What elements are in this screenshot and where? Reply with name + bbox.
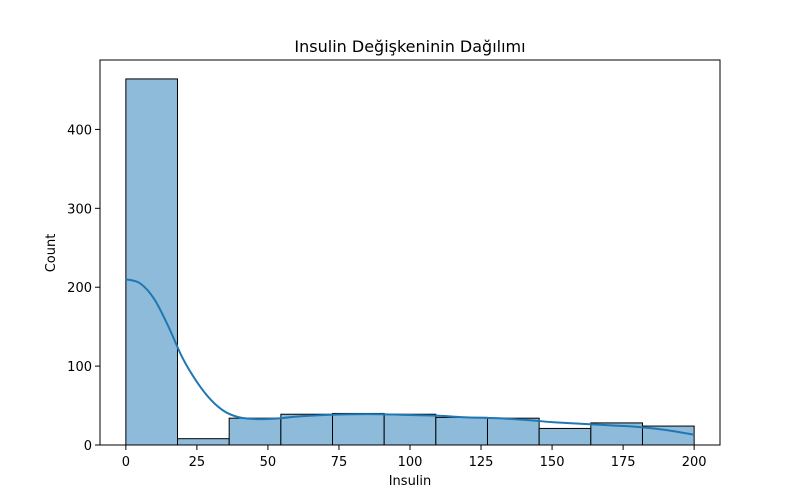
x-tick-label: 25	[189, 455, 206, 470]
y-axis-ticks: 0 100 200 300 400	[67, 123, 100, 454]
x-tick-label: 75	[331, 455, 348, 470]
x-tick-label: 175	[611, 455, 636, 470]
y-tick-label: 300	[67, 202, 92, 217]
plot-frame	[99, 59, 721, 446]
y-tick-label: 100	[67, 360, 92, 375]
histogram-bar-8	[538, 427, 592, 446]
histogram-bar-1	[177, 438, 230, 446]
bars-group	[125, 78, 695, 446]
x-axis-ticks: 0 25 50 75 100 125 150 175 200	[122, 445, 707, 470]
histogram-bar-0	[125, 78, 179, 446]
x-tick-label: 100	[398, 455, 423, 470]
histogram-bar-2	[228, 417, 282, 446]
kde-curve	[125, 278, 695, 436]
histogram-bar-5	[383, 413, 437, 446]
x-tick-label: 125	[469, 455, 494, 470]
histogram-bar-6	[435, 416, 488, 446]
histogram-bar-3	[280, 413, 334, 446]
y-tick-label: 0	[84, 439, 92, 454]
y-tick-label: 400	[67, 123, 92, 138]
histogram-bar-7	[486, 417, 540, 446]
histogram-bar-4	[332, 412, 385, 446]
x-tick-label: 150	[540, 455, 565, 470]
chart-title: Insulin Değişkeninin Dağılımı	[294, 37, 525, 56]
x-tick-label: 0	[122, 455, 130, 470]
x-tick-label: 200	[682, 455, 707, 470]
x-axis-label: Insulin	[389, 474, 432, 489]
x-tick-label: 50	[260, 455, 277, 470]
y-axis-label: Count	[44, 234, 59, 273]
y-tick-label: 200	[67, 281, 92, 296]
